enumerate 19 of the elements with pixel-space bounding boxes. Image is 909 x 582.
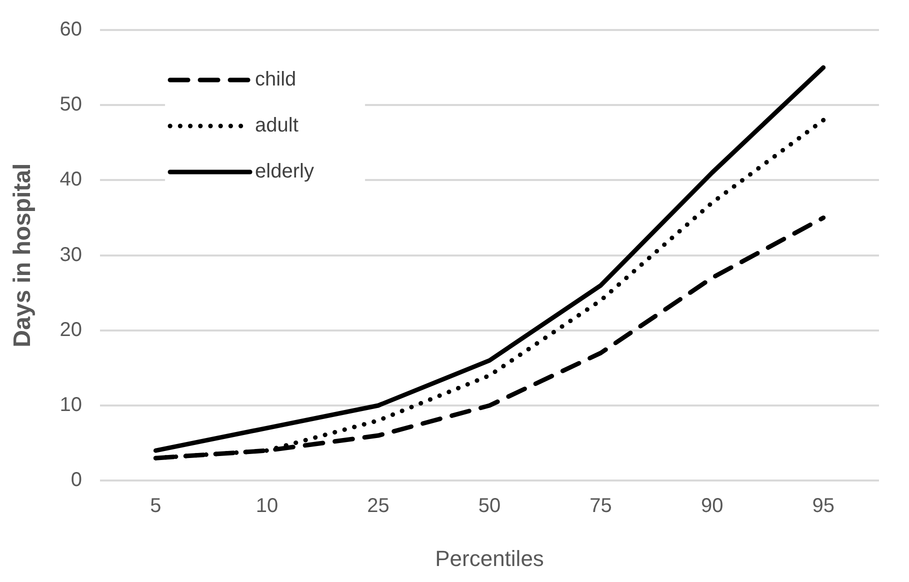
legend-label: adult [255, 114, 299, 137]
legend-label: child [255, 68, 296, 91]
legend-label: elderly [255, 160, 314, 183]
y-tick-label: 60 [60, 18, 82, 41]
y-tick-label: 50 [60, 94, 82, 116]
x-tick-label: 75 [590, 495, 612, 518]
y-tick-label: 40 [60, 168, 82, 191]
y-tick-label: 20 [60, 318, 82, 341]
x-tick-label: 5 [150, 495, 162, 518]
x-tick-label: 90 [700, 495, 724, 518]
x-tick-label: 10 [256, 495, 278, 518]
y-axis-title: Days in hospital [9, 163, 36, 348]
y-tick-label: 0 [70, 469, 82, 492]
x-tick-label: 95 [812, 495, 834, 518]
y-tick-label: 10 [60, 394, 82, 416]
y-tick-label: 30 [60, 244, 82, 266]
x-tick-label: 50 [478, 495, 501, 518]
x-axis-title: Percentiles [435, 546, 544, 571]
x-tick-label: 25 [367, 495, 390, 518]
